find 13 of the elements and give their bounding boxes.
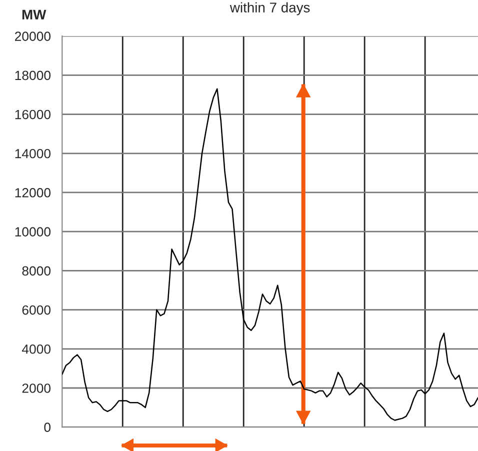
y-tick-label: 16000 xyxy=(15,110,51,120)
y-tick-label: 4000 xyxy=(22,344,51,354)
y-tick-label: 12000 xyxy=(15,188,51,198)
y-tick-label: 18000 xyxy=(15,70,51,80)
y-axis-title: MW xyxy=(22,10,46,20)
y-tick-label: 8000 xyxy=(22,266,51,276)
y-tick-label: 10000 xyxy=(15,227,51,236)
y-tick-label: 2000 xyxy=(22,384,51,393)
chart-title: within 7 days xyxy=(230,2,310,16)
y-tick-label: 14000 xyxy=(15,148,51,158)
y-tick-label: 0 xyxy=(44,422,51,432)
y-tick-label: 20000 xyxy=(15,32,51,41)
y-tick-label: 6000 xyxy=(22,305,51,315)
